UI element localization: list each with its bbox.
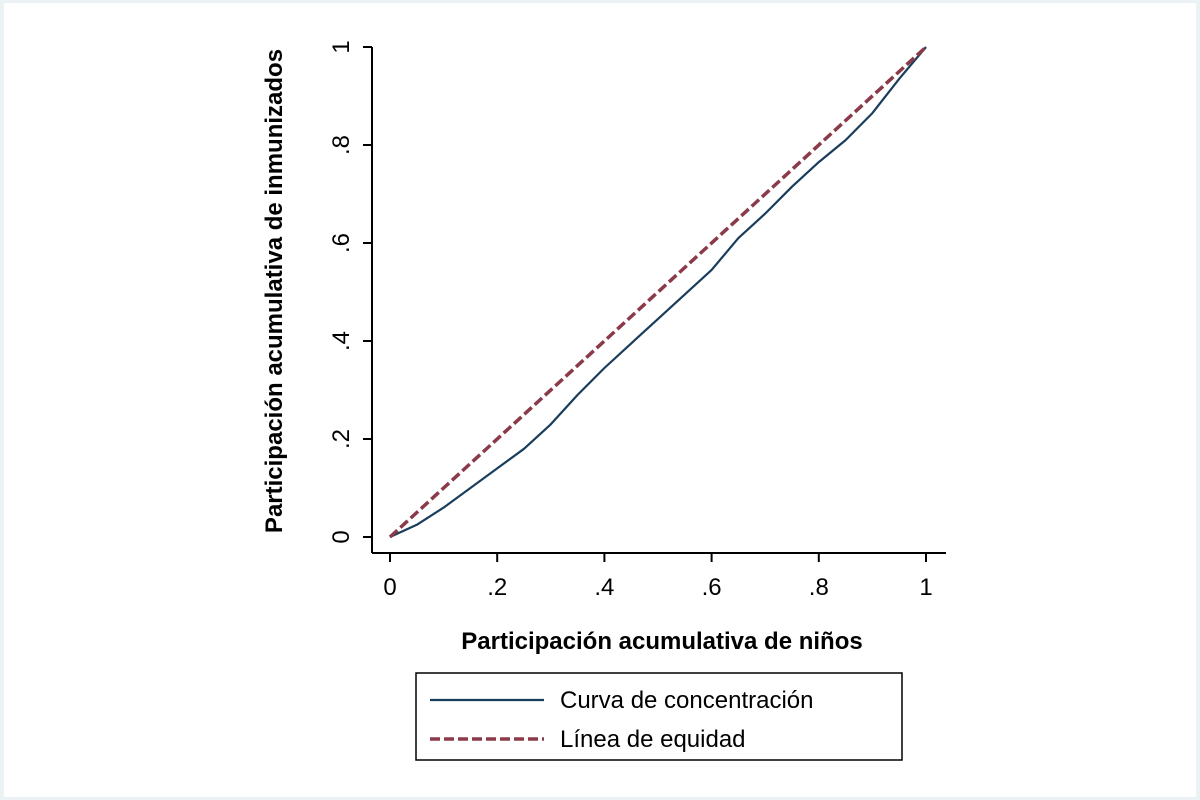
x-tick-label: 1	[919, 574, 932, 601]
y-tick-label: 1	[328, 40, 355, 53]
x-tick-label: 0	[383, 574, 396, 601]
y-tick-label: .6	[328, 233, 355, 253]
concentration-curve-chart: 0 .2 .4 .6 .8 1 0 .2 .4 .6 .8 1 Participación acumu…	[261, 40, 946, 761]
y-tick-label: .8	[328, 135, 355, 155]
legend-label: Línea de equidad	[560, 726, 746, 753]
x-axis-title: Participación acumulativa de niños	[461, 628, 862, 655]
legend-box	[415, 672, 903, 761]
x-tick-label: .8	[809, 574, 829, 601]
chart-canvas: 0 .2 .4 .6 .8 1 0 .2 .4 .6 .8 1 Participación acumu…	[4, 3, 1196, 797]
y-axis-title: Participación acumulativa de inmunizados	[261, 49, 288, 533]
x-tick-label: .4	[594, 574, 614, 601]
legend: Curva de concentración Línea de equidad	[415, 672, 903, 761]
x-tick-label: .2	[487, 574, 507, 601]
x-tick-label: .6	[702, 574, 722, 601]
legend-label: Curva de concentración	[560, 687, 813, 714]
plot-lines	[388, 45, 928, 539]
y-tick-label: .2	[328, 429, 355, 449]
y-tick-label: .4	[328, 331, 355, 351]
ticks: 0 .2 .4 .6 .8 1 0 .2 .4 .6 .8 1	[328, 40, 933, 601]
axes	[371, 47, 946, 554]
series-line-concentration-curve	[389, 46, 927, 539]
series-line-equity-line	[388, 45, 928, 539]
y-tick-label: 0	[328, 530, 355, 543]
